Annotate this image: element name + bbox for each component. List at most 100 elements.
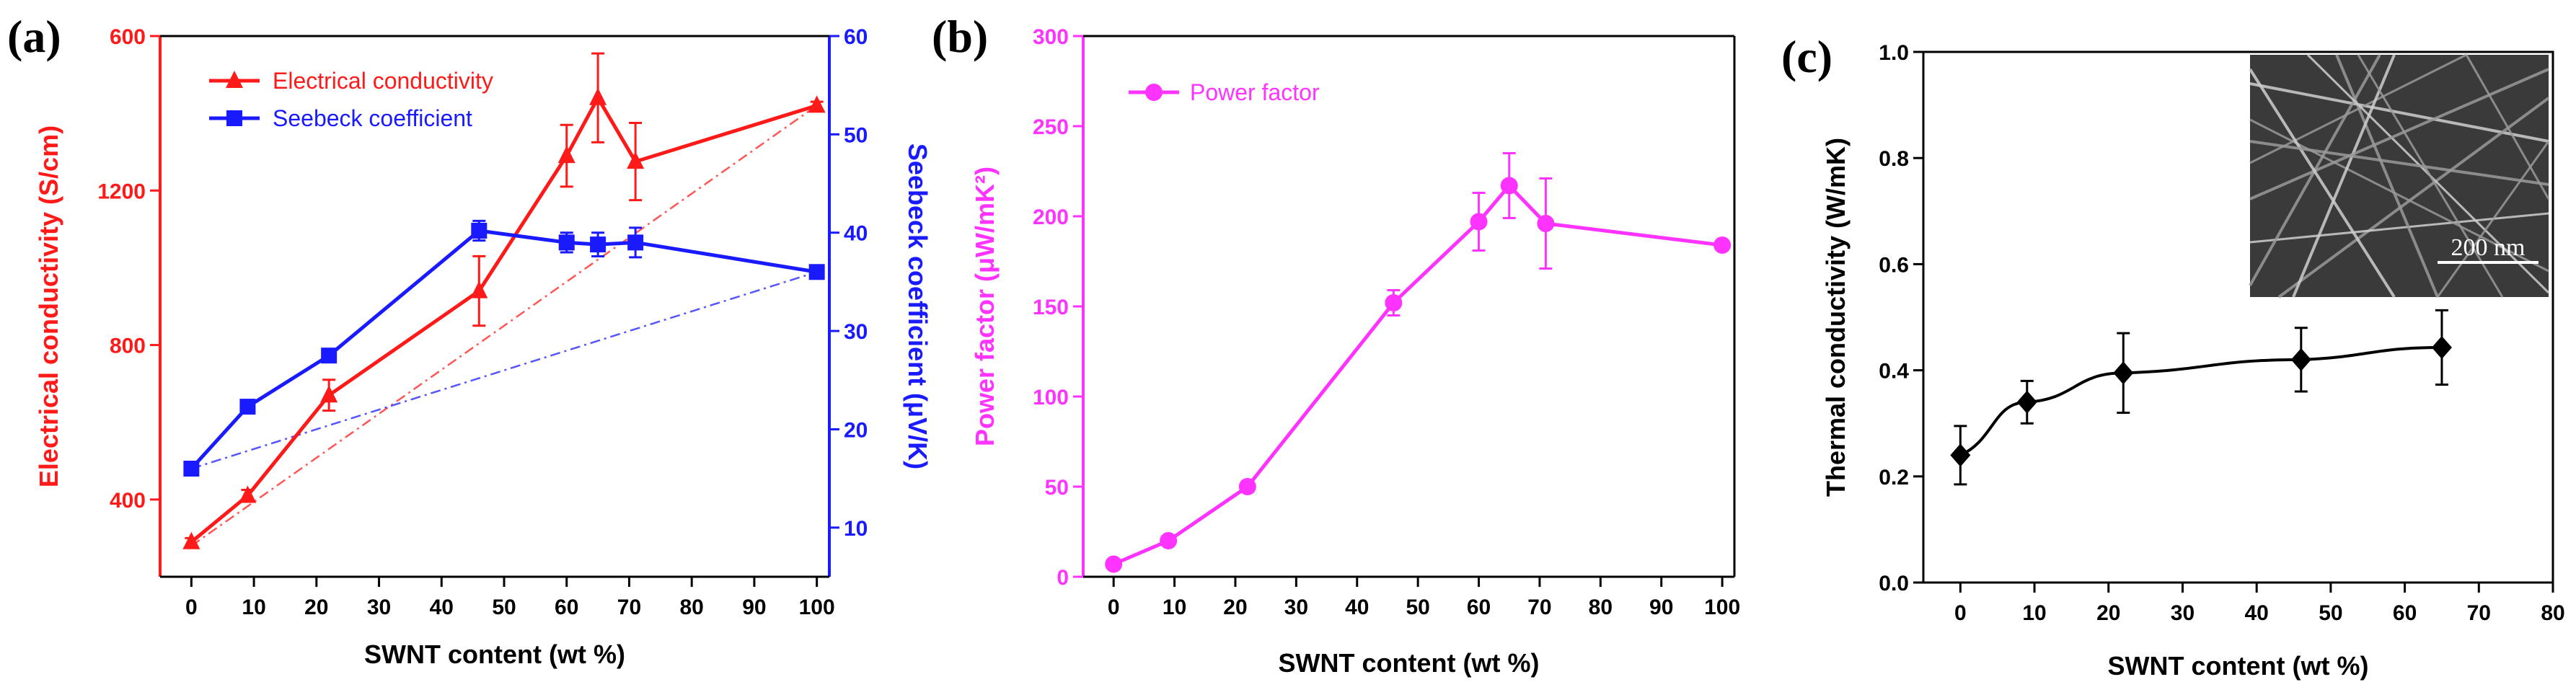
y-tick-label: 250 — [1033, 115, 1069, 139]
sem-fiber — [2249, 68, 2549, 200]
sem-fiber — [2335, 54, 2439, 298]
panel-c: (c) 200 nm 0 10 20 30 40 50 60 70 80 SWNT content (… — [1781, 31, 2565, 681]
x-tick-label: 50 — [2319, 601, 2342, 625]
y-axis-label: Thermal conductivity (W/mK) — [1821, 138, 1851, 497]
y-tick-label: 0.4 — [1879, 360, 1909, 384]
x-tick-label: 90 — [1649, 596, 1673, 619]
series-line — [190, 94, 818, 544]
panel-label: (c) — [1781, 31, 1832, 82]
x-tick-label: 100 — [1704, 596, 1740, 619]
data-point — [589, 87, 607, 105]
x-tick-label: 40 — [1345, 596, 1369, 619]
y-tick-label: 800 — [110, 335, 146, 358]
panel-label: (a) — [7, 11, 61, 62]
sem-fiber — [2249, 140, 2549, 186]
legend-entry: Power factor — [1190, 79, 1320, 105]
y-axis-label: Power factor (μW/mK²) — [970, 167, 1000, 446]
data-point — [1385, 294, 1403, 311]
y-tick-label: 0 — [1057, 566, 1069, 590]
x-tick-label: 10 — [242, 596, 265, 619]
data-point — [471, 223, 488, 239]
sem-fiber — [2277, 97, 2550, 298]
data-point — [590, 236, 606, 253]
data-point — [2113, 361, 2134, 385]
x-tick-label: 0 — [185, 596, 198, 619]
sem-fiber — [2249, 118, 2549, 273]
data-point — [2290, 348, 2311, 371]
data-point — [239, 399, 256, 415]
y2-tick-label: 40 — [844, 222, 868, 246]
x-axis-label: SWNT content (wt %) — [2108, 651, 2369, 681]
y-tick-label: 600 — [110, 25, 146, 49]
legend-entry: Electrical conductivity — [273, 68, 493, 94]
series-line — [190, 229, 818, 470]
x-tick-label: 40 — [430, 596, 454, 619]
y-tick-label: 0.0 — [1879, 572, 1909, 596]
y2-tick-label: 20 — [844, 418, 868, 442]
series-line — [1959, 345, 2442, 457]
y-tick-label: 0.8 — [1879, 147, 1909, 171]
y-tick-label: 150 — [1033, 296, 1069, 319]
x-tick-label: 40 — [2244, 601, 2268, 625]
data-point — [1160, 532, 1178, 549]
sem-fiber — [2249, 68, 2396, 298]
y-tick-label: 100 — [1033, 386, 1069, 410]
x-tick-label: 70 — [2467, 601, 2491, 625]
sem-fiber — [2357, 54, 2504, 298]
y-tick-label: 0.2 — [1879, 466, 1909, 490]
y2-axis-label: Seebeck coefficient (μV/K) — [903, 143, 932, 469]
data-point — [557, 146, 575, 164]
reference-line — [190, 271, 818, 470]
x-tick-label: 20 — [2096, 601, 2120, 625]
x-tick-label: 30 — [367, 596, 391, 619]
x-tick-label: 30 — [1284, 596, 1308, 619]
data-point — [627, 151, 645, 169]
x-axis-label: SWNT content (wt %) — [364, 639, 625, 669]
data-point — [321, 348, 338, 364]
x-tick-label: 70 — [1527, 596, 1551, 619]
data-point — [182, 531, 200, 549]
x-tick-label: 60 — [555, 596, 578, 619]
x-tick-label: 20 — [1223, 596, 1247, 619]
x-tick-label: 90 — [742, 596, 766, 619]
x-axis-label: SWNT content (wt %) — [1279, 648, 1540, 678]
data-point — [1105, 555, 1123, 573]
data-point — [1470, 213, 1488, 231]
data-point — [808, 95, 826, 113]
data-point — [558, 234, 575, 251]
x-tick-label: 30 — [2171, 601, 2195, 625]
x-tick-label: 20 — [304, 596, 328, 619]
y-tick-label: 300 — [1033, 25, 1069, 49]
y2-tick-label: 30 — [844, 320, 868, 344]
y2-tick-label: 50 — [844, 123, 868, 147]
y2-tick-label: 10 — [844, 517, 868, 541]
data-point — [239, 485, 257, 503]
panel-a: (a) 0 10 20 30 40 50 60 70 80 90 100 SWNT content (w… — [7, 11, 932, 669]
legend-swatch-marker — [1145, 84, 1163, 101]
panel-label: (b) — [932, 11, 988, 62]
sem-fiber — [2292, 54, 2396, 298]
x-tick-label: 60 — [2393, 601, 2417, 625]
y-tick-label: 200 — [1033, 205, 1069, 229]
data-point — [1950, 443, 1971, 467]
data-point — [627, 234, 644, 251]
data-point — [183, 461, 200, 477]
x-tick-label: 100 — [799, 596, 835, 619]
data-point — [1500, 177, 1518, 195]
x-tick-label: 80 — [680, 596, 704, 619]
y2-tick-label: 60 — [844, 25, 868, 49]
y-tick-label: 400 — [110, 489, 146, 513]
x-tick-label: 80 — [1589, 596, 1613, 619]
y-axis-label: Electrical conductivity (S/cm) — [34, 125, 63, 487]
x-tick-label: 80 — [2541, 601, 2564, 625]
sem-fiber — [2249, 82, 2549, 143]
data-point — [1238, 478, 1256, 495]
reference-line — [190, 105, 818, 547]
y-tick-label: 0.6 — [1879, 253, 1909, 277]
y-tick-label: 50 — [1045, 476, 1069, 500]
series-line — [1113, 182, 1723, 566]
plot-frame — [1922, 50, 2554, 584]
legend-entry: Seebeck coefficient — [273, 105, 472, 131]
sem-fiber — [2465, 54, 2550, 200]
